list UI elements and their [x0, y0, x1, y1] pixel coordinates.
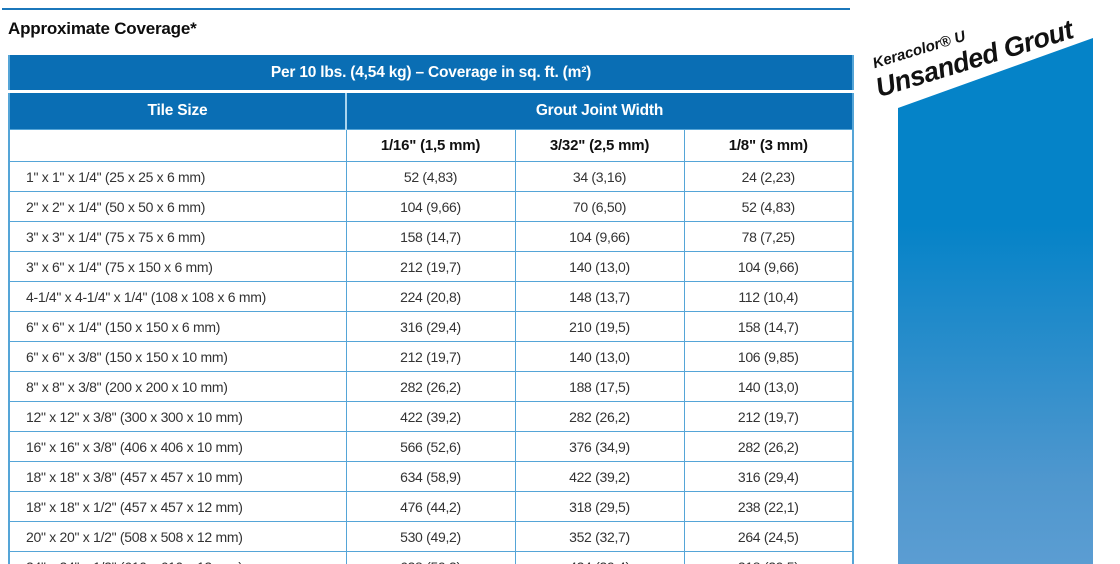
coverage-value-cell: 352 (32,7) [514, 521, 685, 552]
tile-size-cell: 8" x 8" x 3/8" (200 x 200 x 10 mm) [8, 371, 347, 402]
coverage-table: Per 10 lbs. (4,54 kg) – Coverage in sq. … [8, 55, 854, 564]
empty-corner-cell [8, 129, 347, 162]
coverage-value-cell: 424 (39,4) [514, 551, 685, 564]
coverage-value-cell: 104 (9,66) [683, 251, 854, 282]
table-row: 16" x 16" x 3/8" (406 x 406 x 10 mm) 566… [8, 431, 854, 462]
coverage-value-cell: 264 (24,5) [683, 521, 854, 552]
coverage-value-cell: 282 (26,2) [514, 401, 685, 432]
coverage-value-cell: 112 (10,4) [683, 281, 854, 312]
coverage-value-cell: 476 (44,2) [345, 491, 516, 522]
coverage-value-cell: 24 (2,23) [683, 161, 854, 192]
tile-size-cell: 3" x 6" x 1/4" (75 x 150 x 6 mm) [8, 251, 347, 282]
product-banner-panel [898, 38, 1093, 564]
table-row: 2" x 2" x 1/4" (50 x 50 x 6 mm) 104 (9,6… [8, 191, 854, 222]
table-row: 4-1/4" x 4-1/4" x 1/4" (108 x 108 x 6 mm… [8, 281, 854, 312]
coverage-value-cell: 70 (6,50) [514, 191, 685, 222]
coverage-value-cell: 212 (19,7) [345, 341, 516, 372]
tile-size-cell: 16" x 16" x 3/8" (406 x 406 x 10 mm) [8, 431, 347, 462]
coverage-value-cell: 224 (20,8) [345, 281, 516, 312]
coverage-value-cell: 282 (26,2) [345, 371, 516, 402]
coverage-value-cell: 52 (4,83) [683, 191, 854, 222]
coverage-value-cell: 106 (9,85) [683, 341, 854, 372]
coverage-value-cell: 566 (52,6) [345, 431, 516, 462]
coverage-value-cell: 316 (29,4) [345, 311, 516, 342]
coverage-value-cell: 422 (39,2) [345, 401, 516, 432]
coverage-value-cell: 212 (19,7) [683, 401, 854, 432]
page-title: Approximate Coverage* [8, 19, 197, 38]
coverage-value-cell: 422 (39,2) [514, 461, 685, 492]
table-row: 8" x 8" x 3/8" (200 x 200 x 10 mm) 282 (… [8, 371, 854, 402]
table-row: 6" x 6" x 3/8" (150 x 150 x 10 mm) 212 (… [8, 341, 854, 372]
coverage-value-cell: 530 (49,2) [345, 521, 516, 552]
tile-size-cell: 18" x 18" x 3/8" (457 x 457 x 10 mm) [8, 461, 347, 492]
tile-size-cell: 12" x 12" x 3/8" (300 x 300 x 10 mm) [8, 401, 347, 432]
table-row: 6" x 6" x 1/4" (150 x 150 x 6 mm) 316 (2… [8, 311, 854, 342]
coverage-value-cell: 140 (13,0) [514, 341, 685, 372]
table-header-row-per-weight: Per 10 lbs. (4,54 kg) – Coverage in sq. … [9, 55, 853, 93]
coverage-value-cell: 238 (22,1) [683, 491, 854, 522]
tile-size-header: Tile Size [9, 91, 346, 130]
coverage-value-cell: 158 (14,7) [683, 311, 854, 342]
coverage-value-cell: 104 (9,66) [345, 191, 516, 222]
table-header-row-joint-widths: 1/16" (1,5 mm) 3/32" (2,5 mm) 1/8" (3 mm… [8, 129, 854, 162]
tile-size-cell: 4-1/4" x 4-1/4" x 1/4" (108 x 108 x 6 mm… [8, 281, 347, 312]
coverage-value-cell: 318 (29,5) [514, 491, 685, 522]
table-row: 18" x 18" x 3/8" (457 x 457 x 10 mm) 634… [8, 461, 854, 492]
coverage-value-cell: 104 (9,66) [514, 221, 685, 252]
coverage-value-cell: 188 (17,5) [514, 371, 685, 402]
coverage-value-cell: 282 (26,2) [683, 431, 854, 462]
coverage-value-cell: 316 (29,4) [683, 461, 854, 492]
table-row: 1" x 1" x 1/4" (25 x 25 x 6 mm) 52 (4,83… [8, 161, 854, 192]
tile-size-cell: 3" x 3" x 1/4" (75 x 75 x 6 mm) [8, 221, 347, 252]
coverage-value-cell: 638 (59,3) [345, 551, 516, 564]
coverage-value-cell: 634 (58,9) [345, 461, 516, 492]
tile-size-cell: 20" x 20" x 1/2" (508 x 508 x 12 mm) [8, 521, 347, 552]
coverage-table-body: 1" x 1" x 1/4" (25 x 25 x 6 mm) 52 (4,83… [8, 161, 854, 564]
table-row: 20" x 20" x 1/2" (508 x 508 x 12 mm) 530… [8, 521, 854, 552]
table-row: 3" x 3" x 1/4" (75 x 75 x 6 mm) 158 (14,… [8, 221, 854, 252]
tile-size-cell: 1" x 1" x 1/4" (25 x 25 x 6 mm) [8, 161, 347, 192]
coverage-value-cell: 52 (4,83) [345, 161, 516, 192]
coverage-value-cell: 140 (13,0) [683, 371, 854, 402]
grout-joint-width-header: Grout Joint Width [345, 91, 853, 130]
tile-size-cell: 18" x 18" x 1/2" (457 x 457 x 12 mm) [8, 491, 347, 522]
tile-size-cell: 6" x 6" x 1/4" (150 x 150 x 6 mm) [8, 311, 347, 342]
joint-width-column-2: 3/32" (2,5 mm) [514, 129, 685, 162]
top-divider-rule [2, 8, 850, 10]
coverage-value-cell: 210 (19,5) [514, 311, 685, 342]
coverage-value-cell: 78 (7,25) [683, 221, 854, 252]
coverage-value-cell: 148 (13,7) [514, 281, 685, 312]
joint-width-column-3: 1/8" (3 mm) [683, 129, 854, 162]
tile-size-cell: 6" x 6" x 3/8" (150 x 150 x 10 mm) [8, 341, 347, 372]
tile-size-cell: 2" x 2" x 1/4" (50 x 50 x 6 mm) [8, 191, 347, 222]
per-weight-header: Per 10 lbs. (4,54 kg) – Coverage in sq. … [9, 55, 853, 93]
table-row: 3" x 6" x 1/4" (75 x 150 x 6 mm) 212 (19… [8, 251, 854, 282]
table-row: 12" x 12" x 3/8" (300 x 300 x 10 mm) 422… [8, 401, 854, 432]
coverage-value-cell: 376 (34,9) [514, 431, 685, 462]
table-header-row-groups: Tile Size Grout Joint Width [9, 91, 853, 130]
coverage-value-cell: 318 (29,5) [683, 551, 854, 564]
tile-size-cell: 24" x 24" x 1/2" (610 x 610 x 12 mm) [8, 551, 347, 564]
table-row: 24" x 24" x 1/2" (610 x 610 x 12 mm) 638… [8, 551, 854, 564]
joint-width-column-1: 1/16" (1,5 mm) [345, 129, 516, 162]
coverage-value-cell: 34 (3,16) [514, 161, 685, 192]
coverage-value-cell: 158 (14,7) [345, 221, 516, 252]
coverage-value-cell: 140 (13,0) [514, 251, 685, 282]
table-row: 18" x 18" x 1/2" (457 x 457 x 12 mm) 476… [8, 491, 854, 522]
coverage-value-cell: 212 (19,7) [345, 251, 516, 282]
